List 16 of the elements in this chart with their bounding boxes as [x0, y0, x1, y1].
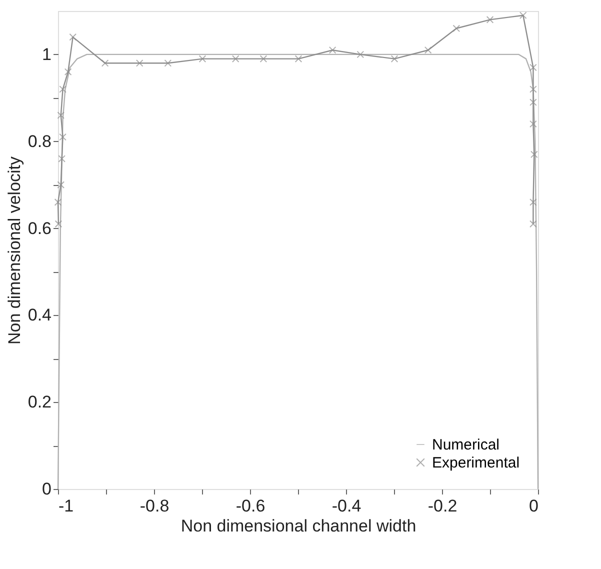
legend-label: Experimental — [432, 454, 520, 472]
x-tick-label: -0.8 — [140, 496, 170, 516]
x-tick-label: -0.6 — [236, 496, 266, 516]
y-tick-label: 0.2 — [28, 392, 52, 412]
y-tick-label: 0.4 — [28, 306, 52, 325]
legend-label: Numerical — [432, 436, 500, 454]
x-axis-title: Non dimensional channel width — [180, 516, 416, 536]
y-tick-label: 0.8 — [28, 132, 52, 151]
y-axis-title: Non dimensional velocity — [4, 156, 24, 345]
y-tick-label: 0.6 — [28, 218, 52, 238]
x-tick-label: -0.4 — [332, 496, 362, 516]
y-tick-label: 0 — [42, 480, 52, 498]
x-tick-label: 0 — [529, 496, 538, 516]
x-tick-label: -1 — [58, 496, 74, 516]
y-tick-label: 1 — [42, 44, 52, 64]
x-tick-label: -0.2 — [428, 496, 458, 516]
